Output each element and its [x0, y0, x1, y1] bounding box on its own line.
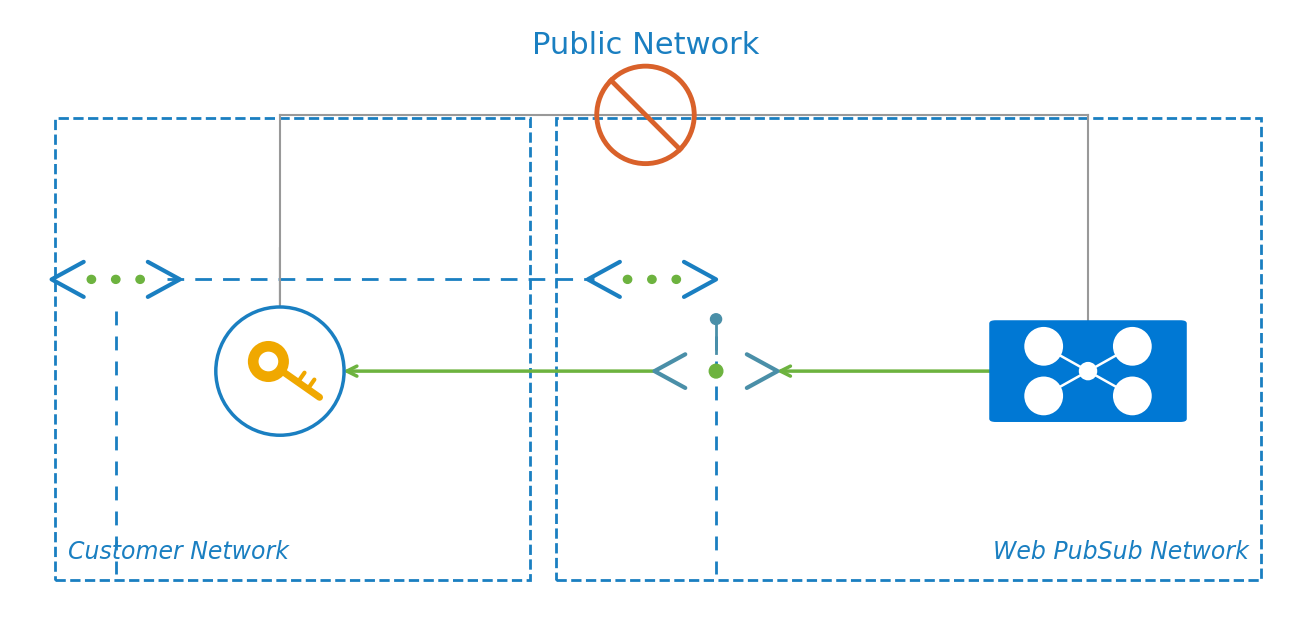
Ellipse shape — [1079, 362, 1097, 380]
Ellipse shape — [1113, 327, 1152, 366]
Ellipse shape — [216, 307, 345, 435]
Bar — [56, 118, 531, 580]
Ellipse shape — [1113, 376, 1152, 415]
Ellipse shape — [111, 276, 120, 283]
Ellipse shape — [136, 276, 145, 283]
Ellipse shape — [1024, 376, 1062, 415]
Text: Web PubSub Network: Web PubSub Network — [993, 540, 1248, 564]
Text: Public Network: Public Network — [532, 31, 759, 60]
Ellipse shape — [248, 341, 289, 382]
Ellipse shape — [710, 314, 722, 324]
Text: Customer Network: Customer Network — [68, 540, 289, 564]
Ellipse shape — [624, 276, 631, 283]
Ellipse shape — [648, 276, 656, 283]
Ellipse shape — [673, 276, 680, 283]
FancyBboxPatch shape — [989, 320, 1186, 422]
Ellipse shape — [1024, 327, 1062, 366]
Ellipse shape — [258, 352, 279, 371]
Ellipse shape — [88, 276, 96, 283]
Bar — [555, 118, 1261, 580]
Ellipse shape — [709, 364, 723, 378]
